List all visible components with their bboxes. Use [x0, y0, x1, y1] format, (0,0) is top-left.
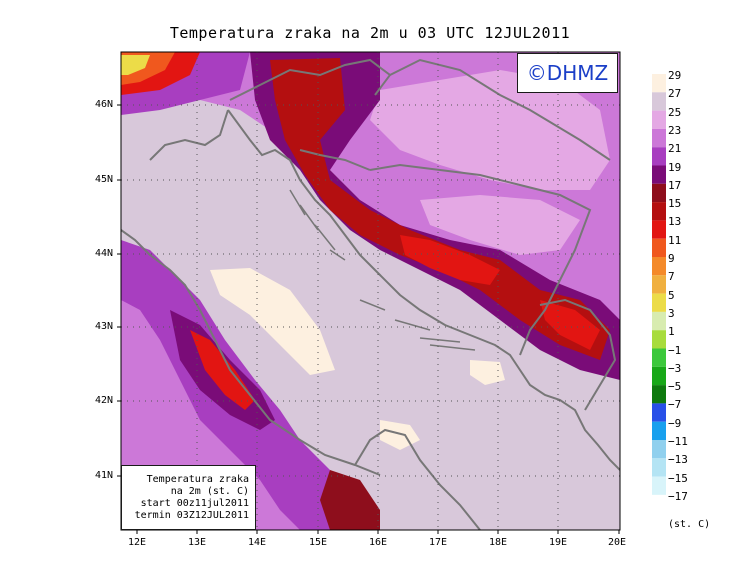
legend-unit: (st. C)	[668, 519, 711, 530]
info-line-2: na 2m (st. C)	[170, 486, 249, 497]
map-title: Temperatura zraka na 2m u 03 UTC 12JUL20…	[169, 24, 571, 42]
legend-swatch	[652, 366, 666, 386]
coastline-gargano	[354, 428, 481, 530]
islands	[289, 189, 476, 351]
lon-label-13e: 13E	[188, 537, 207, 548]
legend-swatch	[652, 385, 666, 404]
legend-label: 27	[668, 87, 682, 101]
lat-label-41n: 41N	[95, 470, 114, 481]
dhmz-logo: ©DHMZ	[517, 53, 618, 93]
field-inland-light	[370, 70, 610, 190]
field-italy-red	[190, 330, 255, 410]
legend-swatch	[652, 458, 666, 477]
border-bosnia	[369, 163, 592, 356]
legend-swatch	[652, 92, 666, 111]
legend-swatch	[652, 202, 666, 221]
border-serbia	[539, 298, 617, 411]
coastline-east	[227, 109, 620, 471]
lon-label-14e: 14E	[248, 537, 267, 548]
legend-swatch	[652, 330, 666, 349]
legend-label: −17	[668, 489, 688, 503]
info-line-4: termin 03Z12JUL2011	[134, 510, 249, 521]
lon-label-17e: 17E	[429, 537, 448, 548]
legend-label: 15	[668, 197, 682, 211]
lon-label-18e: 18E	[489, 537, 508, 548]
legend-label: 29	[668, 69, 682, 82]
info-line-3: start 00z11jul2011	[140, 498, 249, 509]
field-dinaric-red	[270, 58, 610, 360]
legend-label: −1	[668, 343, 682, 357]
lon-label-15e: 15E	[309, 537, 328, 548]
lat-label-42n: 42N	[95, 395, 114, 406]
legend-label: 25	[668, 105, 682, 119]
lon-label-20e: 20E	[608, 537, 627, 548]
legend-swatch	[652, 293, 666, 312]
legend-swatch	[652, 494, 666, 514]
coastline-italy	[121, 229, 381, 476]
legend-label: 7	[668, 270, 675, 284]
lat-label-46n: 46N	[95, 99, 114, 110]
legend-swatch	[652, 257, 666, 276]
legend-swatch	[652, 74, 666, 93]
field-dinaric-hot	[400, 235, 500, 285]
legend-swatch	[652, 147, 666, 166]
legend-swatch	[652, 220, 666, 239]
legend-label: 17	[668, 178, 682, 192]
legend-label: 11	[668, 233, 682, 247]
legend-label: 3	[668, 306, 675, 320]
legend-label: 23	[668, 123, 682, 137]
legend-swatch	[652, 275, 666, 294]
lon-label-19e: 19E	[549, 537, 568, 548]
legend-swatch	[652, 421, 666, 440]
legend-label: −9	[668, 416, 682, 430]
legend-label: 1	[668, 325, 675, 339]
legend-label: −5	[668, 380, 682, 394]
info-box: Temperatura zraka na 2m (st. C) start 00…	[121, 465, 256, 530]
legend-label: 9	[668, 252, 675, 265]
field-dinaric-hot-2	[540, 300, 600, 350]
lon-label-16e: 16E	[369, 537, 388, 548]
field-sea-warm-1	[210, 268, 335, 375]
coastline-north	[149, 109, 229, 161]
info-line-1: Temperatura zraka	[146, 474, 249, 485]
field-sea-warm-3	[470, 360, 505, 385]
lat-label-43n: 43N	[95, 321, 114, 332]
border-slovenia	[229, 58, 392, 101]
map-frame	[120, 51, 621, 531]
legend-color-bar	[652, 74, 666, 514]
lat-label-45n: 45N	[95, 174, 114, 185]
legend-label: 13	[668, 215, 682, 229]
legend-swatch	[652, 440, 666, 459]
field-inland-light-2	[420, 195, 580, 255]
legend-swatch	[652, 348, 666, 367]
legend-swatch	[652, 311, 666, 331]
legend-label: 21	[668, 142, 682, 156]
lon-label-12e: 12E	[128, 537, 147, 548]
border-hungary	[389, 58, 611, 161]
legend-swatch	[652, 403, 666, 422]
border-croatia-inner	[299, 149, 371, 171]
legend-swatch	[652, 183, 666, 203]
legend-label: 5	[668, 288, 675, 302]
legend-label: −15	[668, 471, 688, 485]
legend-label: 19	[668, 160, 682, 174]
tick-marks	[117, 104, 620, 534]
legend-swatch	[652, 238, 666, 257]
legend-swatch	[652, 476, 666, 495]
legend-swatch	[652, 128, 666, 148]
field-italy-south	[320, 470, 380, 530]
legend-label: −7	[668, 398, 682, 412]
legend-label: −13	[668, 453, 688, 467]
legend-swatch	[652, 165, 666, 184]
lat-label-44n: 44N	[95, 248, 114, 259]
field-alps-yellow	[121, 55, 150, 75]
legend-label: −11	[668, 435, 688, 448]
legend-label: −3	[668, 361, 682, 375]
legend-swatch	[652, 110, 666, 129]
